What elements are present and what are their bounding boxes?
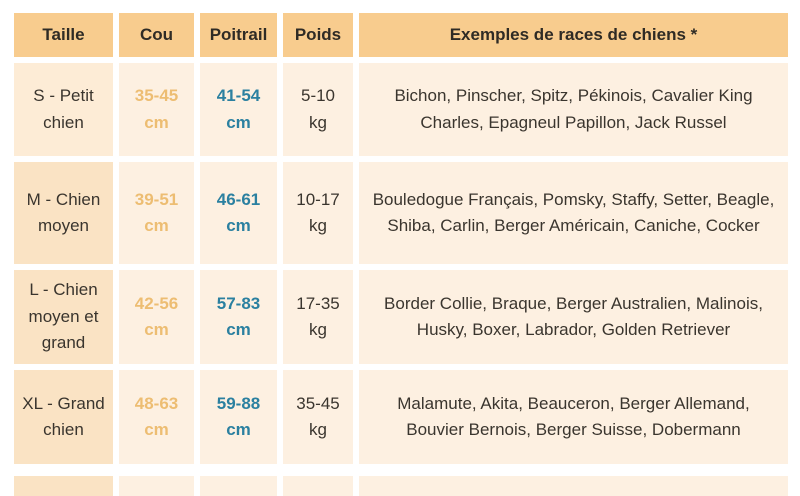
cell-poids-m: 10-17 kg <box>283 162 353 264</box>
poids-value: 5-10 <box>300 86 336 106</box>
cou-unit: cm <box>144 112 169 132</box>
poids-unit: kg <box>309 320 327 339</box>
header-cell-poitrail: Poitrail <box>200 13 277 57</box>
cell-cou-s: 35-45 cm <box>119 63 194 156</box>
poitrail-value: 41-54 <box>216 86 261 106</box>
poids-value: 17-35 <box>296 293 340 313</box>
dog-size-table: Taille Cou Poitrail Poids Exemples de ra… <box>14 13 788 464</box>
cou-unit: cm <box>144 320 169 339</box>
cutoff-row-cell <box>119 476 194 496</box>
poitrail-unit: cm <box>226 320 251 339</box>
poids-value: 35-45 <box>296 393 340 413</box>
cell-cou-m: 39-51 cm <box>119 162 194 264</box>
cell-poitrail-l: 57-83 cm <box>200 270 277 364</box>
poids-value: 10-17 <box>296 189 340 209</box>
cell-poitrail-m: 46-61 cm <box>200 162 277 264</box>
cou-value: 42-56 <box>134 293 179 313</box>
cell-poids-s: 5-10 kg <box>283 63 353 156</box>
poitrail-unit: cm <box>226 216 251 235</box>
cutoff-row-cell <box>14 476 113 496</box>
cell-exemples-s: Bichon, Pinscher, Spitz, Pékinois, Caval… <box>359 63 788 156</box>
cell-poitrail-xl: 59-88 cm <box>200 370 277 464</box>
cell-poids-l: 17-35 kg <box>283 270 353 364</box>
poitrail-unit: cm <box>226 420 251 439</box>
poitrail-value: 59-88 <box>216 393 261 413</box>
poitrail-value: 57-83 <box>216 293 261 313</box>
cell-poitrail-s: 41-54 cm <box>200 63 277 156</box>
cell-taille-s: S - Petit chien <box>14 63 113 156</box>
cutoff-next-row <box>14 476 788 496</box>
poitrail-unit: cm <box>226 112 251 132</box>
cutoff-row-cell <box>359 476 788 496</box>
cell-exemples-l: Border Collie, Braque, Berger Australien… <box>359 270 788 364</box>
header-cell-taille: Taille <box>14 13 113 57</box>
cell-cou-l: 42-56 cm <box>119 270 194 364</box>
poids-unit: kg <box>309 112 327 132</box>
cell-cou-xl: 48-63 cm <box>119 370 194 464</box>
cell-taille-xl: XL - Grand chien <box>14 370 113 464</box>
cell-poids-xl: 35-45 kg <box>283 370 353 464</box>
cou-unit: cm <box>144 420 169 439</box>
cell-taille-l: L - Chien moyen et grand <box>14 270 113 364</box>
cutoff-row-cell <box>283 476 353 496</box>
cell-taille-m: M - Chien moyen <box>14 162 113 264</box>
header-cell-poids: Poids <box>283 13 353 57</box>
poitrail-value: 46-61 <box>216 189 261 209</box>
cou-unit: cm <box>144 216 169 235</box>
cutoff-row-cell <box>200 476 277 496</box>
cou-value: 39-51 <box>134 189 179 209</box>
poids-unit: kg <box>309 216 327 235</box>
cou-value: 35-45 <box>134 86 179 106</box>
header-cell-cou: Cou <box>119 13 194 57</box>
cell-exemples-m: Bouledogue Français, Pomsky, Staffy, Set… <box>359 162 788 264</box>
cell-exemples-xl: Malamute, Akita, Beauceron, Berger Allem… <box>359 370 788 464</box>
cou-value: 48-63 <box>134 393 179 413</box>
poids-unit: kg <box>309 420 327 439</box>
header-cell-exemples: Exemples de races de chiens * <box>359 13 788 57</box>
